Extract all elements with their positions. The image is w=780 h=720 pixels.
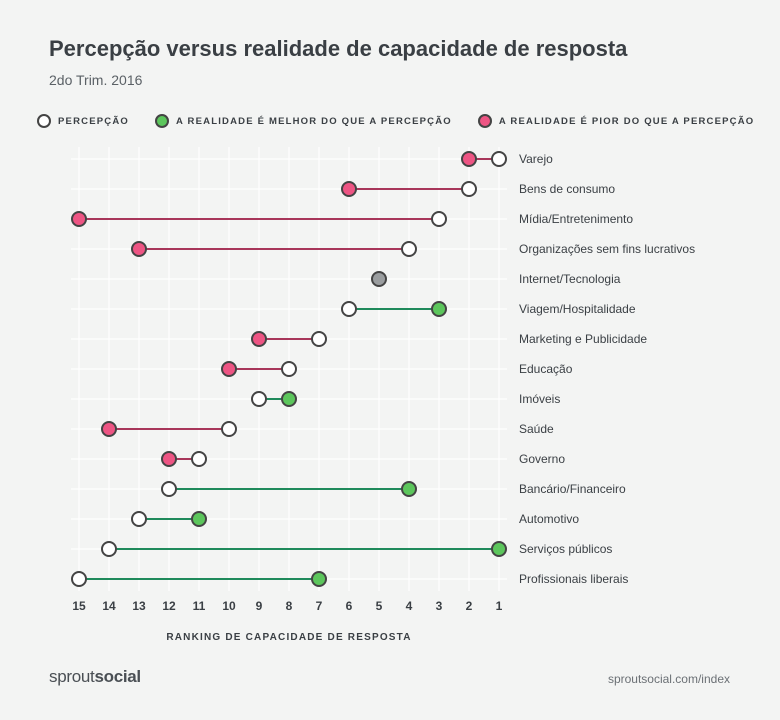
legend-perception-marker — [37, 114, 51, 128]
logo-bold-text: social — [94, 667, 141, 686]
reality-worse-point — [101, 421, 117, 437]
reality-better-point — [401, 481, 417, 497]
x-tick-label: 2 — [466, 599, 473, 613]
perception-point — [101, 541, 117, 557]
perception-point — [281, 361, 297, 377]
perception-point — [491, 151, 507, 167]
sproutsocial-logo: sproutsocial — [49, 667, 141, 687]
x-tick-label: 1 — [496, 599, 503, 613]
category-label: Automotivo — [519, 512, 579, 526]
x-tick-label: 7 — [316, 599, 323, 613]
category-label: Educação — [519, 362, 573, 376]
perception-point — [131, 511, 147, 527]
reality-better-point — [191, 511, 207, 527]
x-tick-label: 8 — [286, 599, 293, 613]
x-tick-label: 10 — [222, 599, 236, 613]
reality-worse-point — [461, 151, 477, 167]
category-label: Varejo — [519, 152, 553, 166]
reality-worse-point — [341, 181, 357, 197]
x-tick-label: 5 — [376, 599, 383, 613]
reality-worse-point — [131, 241, 147, 257]
x-tick-label: 11 — [193, 599, 206, 613]
category-label: Bens de consumo — [519, 182, 615, 196]
x-tick-label: 14 — [102, 599, 116, 613]
perception-point — [341, 301, 357, 317]
reality-worse-point — [221, 361, 237, 377]
perception-point — [191, 451, 207, 467]
category-label: Viagem/Hospitalidade — [519, 302, 636, 316]
legend-better-label: A REALIDADE É MELHOR DO QUE A PERCEPÇÃO — [175, 115, 452, 127]
reality-worse-point — [71, 211, 87, 227]
perception-point — [161, 481, 177, 497]
category-label: Mídia/Entretenimento — [519, 212, 633, 226]
perception-point — [251, 391, 267, 407]
perception-point — [461, 181, 477, 197]
legend: PERCEPÇÃO A REALIDADE É MELHOR DO QUE A … — [37, 114, 754, 128]
equal-point — [371, 271, 387, 287]
x-tick-label: 13 — [132, 599, 146, 613]
category-label: Serviços públicos — [519, 542, 612, 556]
footer-url: sproutsocial.com/index — [607, 672, 730, 686]
reality-better-point — [491, 541, 507, 557]
legend-item-perception: PERCEPÇÃO — [37, 114, 129, 128]
category-label: Marketing e Publicidade — [519, 332, 647, 346]
perception-point — [431, 211, 447, 227]
legend-worse-marker — [477, 114, 492, 128]
category-label: Imóveis — [519, 392, 560, 406]
legend-better-marker — [154, 114, 169, 128]
perception-point — [401, 241, 417, 257]
perception-point — [311, 331, 327, 347]
category-label: Governo — [519, 452, 565, 466]
legend-item-worse: A REALIDADE É PIOR DO QUE A PERCEPÇÃO — [477, 114, 755, 128]
reality-better-point — [281, 391, 297, 407]
x-tick-label: 3 — [436, 599, 443, 613]
reality-better-point — [431, 301, 447, 317]
legend-item-better: A REALIDADE É MELHOR DO QUE A PERCEPÇÃO — [154, 114, 452, 128]
x-axis-label: RANKING DE CAPACIDADE DE RESPOSTA — [166, 632, 411, 643]
reality-better-point — [311, 571, 327, 587]
category-label: Profissionais liberais — [519, 572, 628, 586]
logo-light-text: sprout — [49, 667, 95, 686]
x-tick-label: 15 — [72, 599, 86, 613]
perception-point — [71, 571, 87, 587]
x-tick-label: 9 — [256, 599, 263, 613]
legend-worse-label: A REALIDADE É PIOR DO QUE A PERCEPÇÃO — [498, 115, 755, 127]
x-tick-label: 6 — [346, 599, 353, 613]
reality-worse-point — [161, 451, 177, 467]
x-tick-label: 12 — [162, 599, 176, 613]
chart-subtitle: 2do Trim. 2016 — [49, 72, 143, 88]
x-tick-label: 4 — [406, 599, 413, 613]
category-label: Organizações sem fins lucrativos — [519, 242, 695, 256]
category-label: Internet/Tecnologia — [519, 272, 621, 286]
category-label: Saúde — [519, 422, 554, 436]
legend-perception-label: PERCEPÇÃO — [58, 115, 129, 127]
reality-worse-point — [251, 331, 267, 347]
chart-title: Percepção versus realidade de capacidade… — [49, 36, 628, 61]
perception-point — [221, 421, 237, 437]
category-label: Bancário/Financeiro — [519, 482, 626, 496]
